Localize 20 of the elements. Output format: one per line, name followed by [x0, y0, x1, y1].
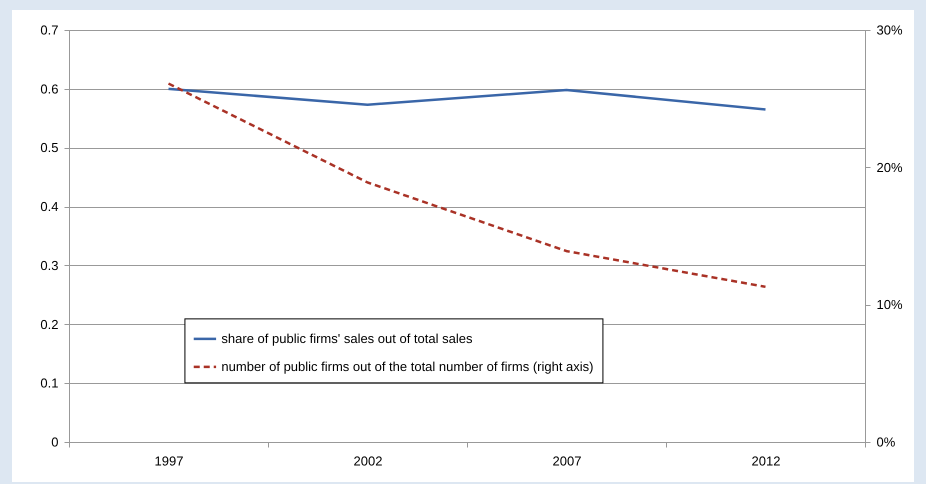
y-tick-label: 0.6	[40, 81, 58, 96]
y-tick-label: 0	[51, 434, 58, 450]
line-series	[167, 88, 767, 111]
y-tick-label: 0.7	[40, 22, 58, 38]
legend-label: number of public firms out of the total number of firms (right axis)	[221, 358, 594, 374]
y-tick-label: 0.5	[40, 140, 58, 156]
y2-tick-label: 30%	[876, 22, 903, 38]
y-tick-label: 0.4	[40, 199, 58, 214]
x-tick-label: 2012	[752, 454, 780, 468]
x-tick-label: 1997	[154, 454, 184, 468]
x-tick-label: 2002	[354, 454, 382, 468]
y-tick-label: 0.2	[40, 316, 58, 332]
legend-label: share of public firms' sales out of total sales	[221, 330, 473, 346]
y-tick-label: 0.3	[40, 258, 58, 273]
y2-tick-label: 20%	[876, 160, 903, 175]
x-tick-label: 2007	[552, 454, 582, 468]
y-tick-label: 0.1	[40, 376, 58, 391]
y2-tick-label: 0%	[876, 434, 896, 450]
y2-tick-label: 10%	[876, 297, 903, 312]
line-series	[167, 82, 767, 288]
